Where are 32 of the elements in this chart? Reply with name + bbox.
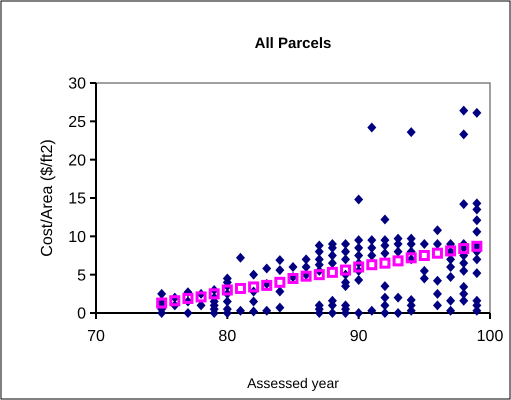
point [418, 250, 430, 261]
point [366, 259, 378, 270]
point [222, 284, 233, 296]
y-tick-label: 10 [68, 228, 86, 246]
point [379, 258, 390, 269]
x-tick-label: 80 [218, 328, 236, 345]
chart-title: All Parcels [254, 35, 332, 52]
point [314, 269, 325, 280]
y-tick-label: 0 [77, 306, 86, 323]
point [182, 292, 194, 304]
x-tick-label: 100 [476, 328, 504, 345]
point [340, 264, 352, 276]
y-tick-label: 30 [68, 76, 86, 93]
x-axis-title: Assessed year [247, 375, 340, 391]
point [234, 282, 246, 294]
point [196, 291, 207, 302]
x-tick-label: 90 [350, 328, 368, 345]
y-tick-label: 20 [68, 152, 86, 170]
y-tick-label: 5 [77, 267, 86, 284]
point [326, 266, 338, 278]
point [169, 295, 180, 306]
x-tick-label: 70 [87, 328, 105, 345]
point [248, 281, 260, 292]
point [392, 255, 404, 266]
point [208, 288, 220, 300]
y-tick-label: 15 [68, 190, 86, 208]
point [353, 262, 364, 272]
point [274, 276, 286, 288]
point [432, 248, 443, 259]
point [156, 298, 168, 309]
y-tick-label: 25 [68, 114, 86, 131]
y-axis-title: Cost/Area ($/ft2) [39, 139, 56, 257]
